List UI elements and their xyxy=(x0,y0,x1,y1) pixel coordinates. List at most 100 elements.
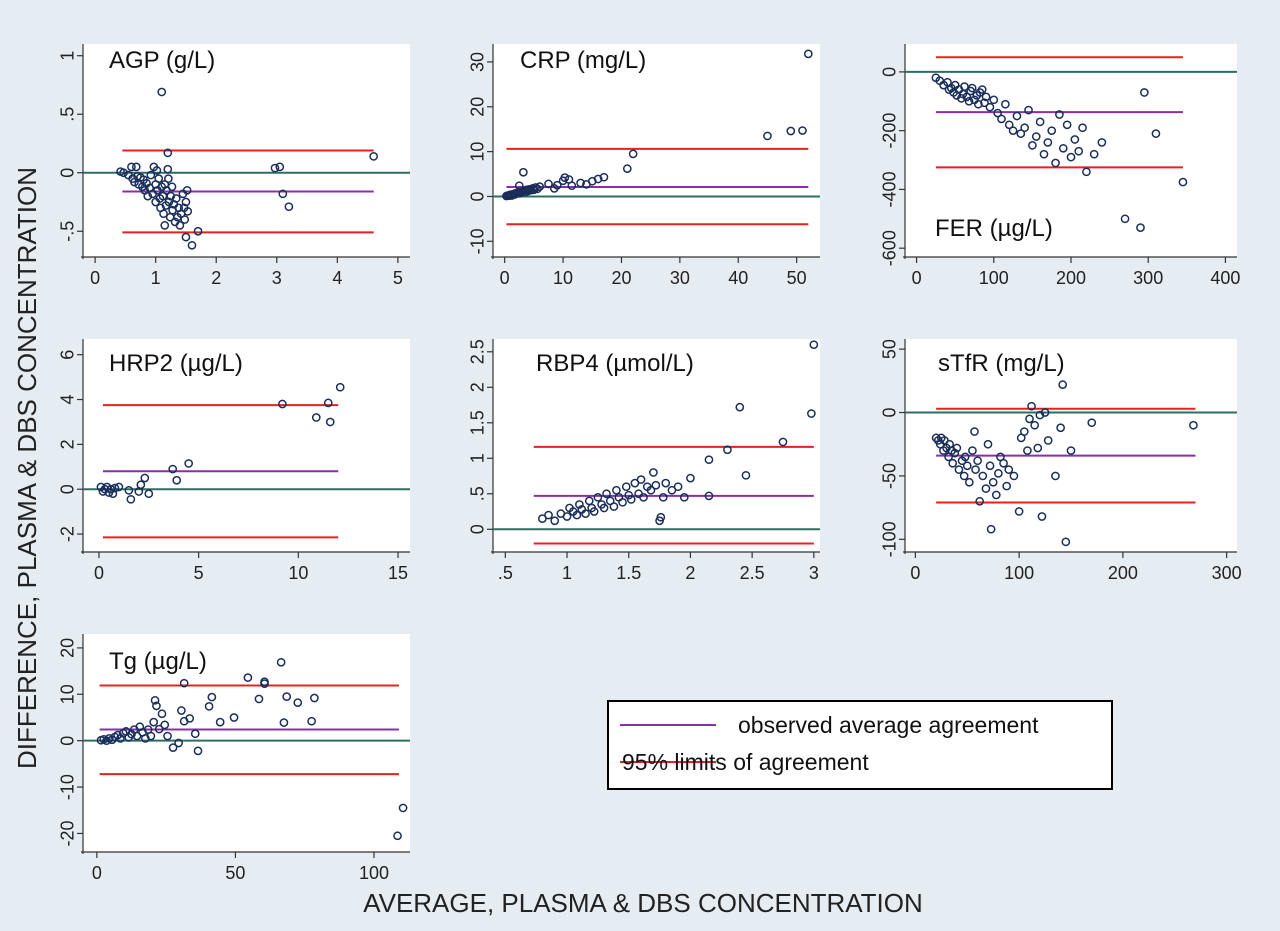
data-point xyxy=(193,746,203,756)
data-point xyxy=(207,692,217,702)
data-point xyxy=(626,495,636,504)
y-tick-label: 2.5 xyxy=(468,339,488,364)
data-point xyxy=(957,94,966,103)
data-point xyxy=(798,126,807,135)
y-tick-label: 10 xyxy=(58,684,78,704)
x-tick-label: 0 xyxy=(912,268,922,288)
data-point xyxy=(538,514,547,523)
data-point xyxy=(1178,177,1188,187)
data-point xyxy=(1004,120,1014,130)
data-point xyxy=(993,108,1003,118)
data-point xyxy=(1016,129,1026,138)
data-point xyxy=(146,170,156,180)
data-point xyxy=(163,731,172,741)
data-point xyxy=(989,95,999,105)
data-point xyxy=(181,197,191,207)
x-tick-label: 15 xyxy=(388,563,408,583)
data-point xyxy=(175,221,185,230)
data-point xyxy=(786,126,796,136)
data-point xyxy=(624,490,634,500)
data-point xyxy=(952,443,962,453)
data-point xyxy=(1078,123,1087,133)
data-point xyxy=(1040,408,1050,417)
data-point xyxy=(514,181,524,191)
data-point xyxy=(531,183,540,192)
data-point xyxy=(1043,138,1053,147)
data-point xyxy=(185,714,195,723)
data-point xyxy=(552,180,562,190)
x-tick-label: 30 xyxy=(670,268,690,288)
data-point xyxy=(204,702,214,711)
data-point xyxy=(310,693,319,703)
data-point xyxy=(1012,111,1022,121)
data-point xyxy=(609,502,619,511)
data-point xyxy=(183,207,193,216)
x-tick-label: 100 xyxy=(359,863,389,883)
data-point xyxy=(658,492,668,502)
y-tick-label: .5 xyxy=(58,107,78,122)
data-point xyxy=(809,340,819,350)
data-point xyxy=(649,468,658,477)
data-point xyxy=(535,182,545,191)
data-point xyxy=(182,185,192,195)
y-tick-label: 30 xyxy=(468,52,488,72)
data-point xyxy=(704,455,714,465)
data-point xyxy=(567,181,577,191)
data-point xyxy=(679,492,689,502)
data-point xyxy=(229,713,239,722)
y-tick-label: 0 xyxy=(880,67,900,77)
data-point xyxy=(168,464,178,474)
data-point xyxy=(278,189,288,199)
y-tick-label: 20 xyxy=(468,97,488,117)
panel-title: CRP (mg/L) xyxy=(520,47,646,74)
data-point xyxy=(1051,158,1060,168)
x-tick-label: 1 xyxy=(151,268,161,288)
data-point xyxy=(174,738,183,748)
data-point xyxy=(1070,135,1080,144)
plot-area xyxy=(493,44,820,257)
y-tick-label: -20 xyxy=(58,820,78,846)
data-point xyxy=(278,399,287,409)
data-point xyxy=(572,510,582,520)
data-point xyxy=(1028,141,1037,150)
data-point xyxy=(335,382,345,392)
data-point xyxy=(1014,507,1024,516)
data-point xyxy=(1001,99,1010,109)
data-point xyxy=(184,459,194,468)
data-point xyxy=(991,490,1001,500)
x-tick-label: 3 xyxy=(809,563,819,583)
data-point xyxy=(369,152,379,161)
data-point xyxy=(1033,443,1043,453)
x-tick-label: 50 xyxy=(225,863,245,883)
x-tick-label: 1 xyxy=(562,563,572,583)
data-point xyxy=(114,482,124,492)
data-point xyxy=(160,221,170,230)
data-point xyxy=(149,717,159,727)
x-tick-label: .5 xyxy=(498,563,513,583)
data-point xyxy=(973,99,983,109)
data-point xyxy=(673,482,683,492)
data-point xyxy=(1051,471,1060,481)
data-point xyxy=(983,439,993,449)
data-point xyxy=(544,179,553,189)
data-point xyxy=(1066,152,1076,162)
data-point xyxy=(1047,126,1057,136)
data-point xyxy=(243,673,253,682)
data-point xyxy=(636,475,646,484)
y-tick-label: 1 xyxy=(468,453,488,463)
legend-label-observed-average: observed average agreement xyxy=(738,712,1039,738)
data-point xyxy=(163,148,173,158)
data-point xyxy=(1020,123,1030,133)
y-tick-label: 0 xyxy=(468,191,488,201)
x-tick-label: 2 xyxy=(685,563,695,583)
data-point xyxy=(127,162,136,172)
data-point xyxy=(144,489,154,499)
data-point xyxy=(323,398,333,408)
data-point xyxy=(1037,512,1047,521)
data-point xyxy=(270,163,280,173)
data-point xyxy=(1082,167,1091,177)
x-tick-label: 3 xyxy=(272,268,282,288)
panel-crp: 0 10 20 30 40 50 -10 0 10 20 30 CRP (mg/L) xyxy=(468,44,820,288)
data-point xyxy=(325,417,335,427)
panel-fer: 0 100 200 300 400 -600 -400 -200 0 FER (µg/L) xyxy=(880,44,1240,288)
